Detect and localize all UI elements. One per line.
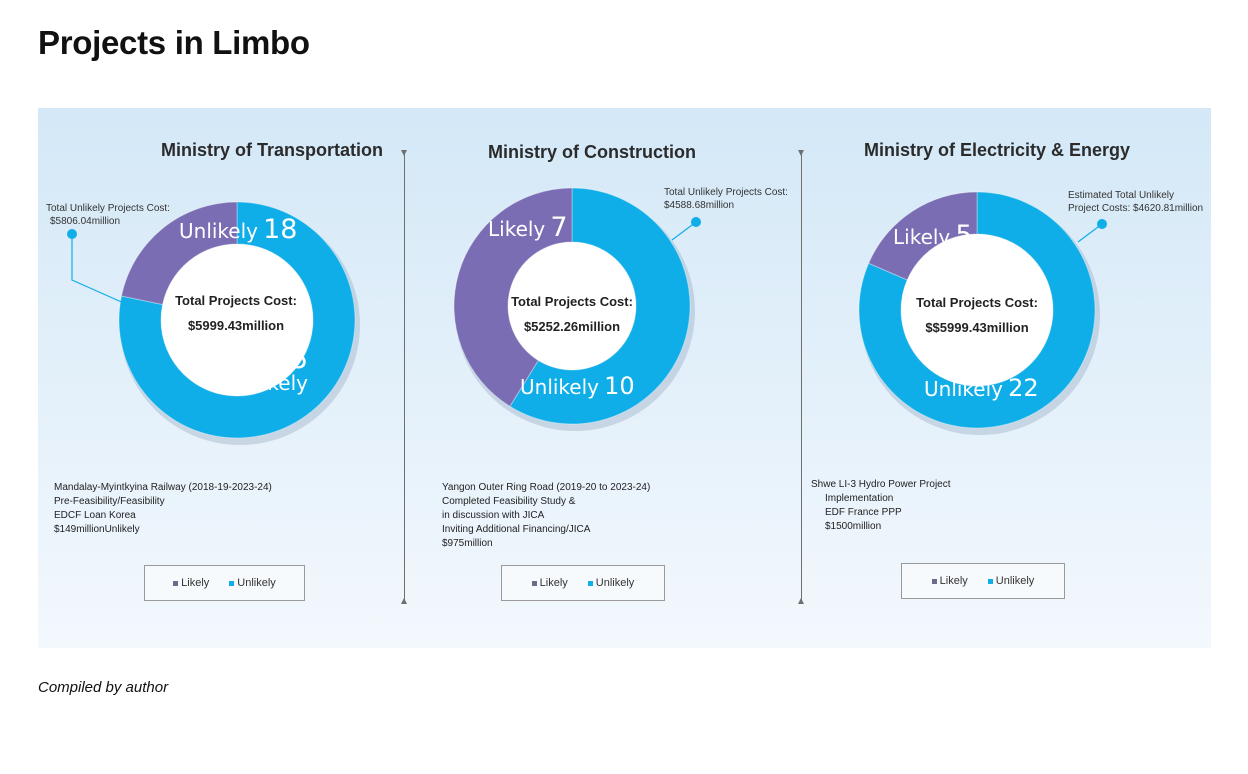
callout-line-2: $4588.68million bbox=[664, 200, 735, 211]
callout-dot bbox=[1097, 219, 1107, 229]
slice-label-likely-value: 5 bbox=[290, 344, 308, 375]
center-title-electricity: Total Projects Cost: bbox=[916, 295, 1038, 310]
legend-item-likely: Likely bbox=[531, 577, 568, 589]
callout-dot bbox=[691, 217, 701, 227]
slice-label-unlikely-value: 18 bbox=[263, 214, 298, 245]
callout-line-2: Project Costs: $4620.81million bbox=[1068, 203, 1204, 214]
center-title-construction: Total Projects Cost: bbox=[511, 294, 633, 309]
legend-label-likely: Likely bbox=[181, 577, 210, 589]
legend-swatch-unlikely bbox=[987, 578, 993, 584]
details-line-1: Yangon Outer Ring Road (2019-20 to 2023-… bbox=[442, 482, 651, 493]
slice-label-likely-word: Likely bbox=[893, 225, 951, 249]
slice-label-unlikely-word: Unlikely bbox=[179, 219, 258, 243]
details-line-4: $149millionUnlikely bbox=[54, 524, 140, 535]
callout-line-2: $5806.04million bbox=[50, 216, 121, 227]
legend-swatch-likely bbox=[173, 580, 179, 586]
details-construction: Yangon Outer Ring Road (2019-20 to 2023-… bbox=[442, 481, 650, 551]
slice-label-unlikely: Unlikely 22 bbox=[924, 374, 1039, 402]
callout-transportation: Total Unlikely Projects Cost: $5806.04mi… bbox=[46, 202, 170, 228]
slice-label-likely-value: 5 bbox=[955, 220, 973, 251]
slice-label-likely-word: Likely bbox=[488, 217, 546, 241]
divider-2 bbox=[798, 150, 804, 604]
donut-hole bbox=[161, 244, 313, 396]
callout-line-1: Estimated Total Unlikely bbox=[1068, 190, 1174, 201]
slice-label-unlikely-value: 22 bbox=[1008, 374, 1039, 402]
donut-chart-construction bbox=[453, 187, 701, 431]
chart-title-construction: Ministry of Construction bbox=[488, 142, 696, 162]
donut-chart-electricity bbox=[858, 191, 1107, 435]
callout-construction: Total Unlikely Projects Cost: $4588.68mi… bbox=[664, 186, 788, 212]
slice-label-unlikely-word: Unlikely bbox=[520, 375, 599, 399]
legend-label-likely: Likely bbox=[939, 575, 968, 587]
legend-label-unlikely: Unlikely bbox=[595, 577, 635, 589]
details-line-3: EDCF Loan Korea bbox=[54, 510, 136, 521]
callout-leader-line bbox=[71, 234, 127, 305]
legend-item-unlikely: Unlikely bbox=[587, 577, 635, 589]
center-value-transportation: $5999.43million bbox=[187, 318, 285, 333]
legend-item-unlikely: Unlikely bbox=[229, 577, 276, 589]
slice-label-likely-word: Likely bbox=[250, 371, 308, 395]
page-title: Projects in Limbo bbox=[38, 24, 310, 61]
callout-dot bbox=[67, 229, 77, 239]
callout-electricity: Estimated Total Unlikely Project Costs: … bbox=[1068, 189, 1203, 215]
legend-swatch-likely bbox=[931, 578, 937, 584]
slice-label-unlikely: Unlikely 18 bbox=[179, 214, 297, 245]
legend-item-likely: Likely bbox=[931, 575, 968, 587]
details-transportation: Mandalay-Myintkyina Railway (2018-19-202… bbox=[54, 481, 272, 537]
legend-swatch-unlikely bbox=[229, 580, 235, 586]
legend-label-unlikely: Unlikely bbox=[237, 577, 276, 589]
center-title-transportation: Total Projects Cost: bbox=[175, 293, 297, 308]
infographic-panel: Ministry of Transportation Total Unlikel… bbox=[38, 108, 1211, 648]
donut-chart-transportation bbox=[67, 201, 360, 445]
details-line-5: $975million bbox=[442, 538, 493, 549]
slice-label-likely: 5 Likely bbox=[248, 344, 308, 395]
details-line-3: EDF France PPP bbox=[825, 507, 902, 518]
donut-hole bbox=[508, 242, 636, 370]
details-line-2: Implementation bbox=[825, 493, 894, 504]
center-value-construction: $5252.26million bbox=[523, 319, 621, 334]
legend-construction: Likely Unlikely bbox=[501, 565, 665, 601]
legend-item-unlikely: Unlikely bbox=[987, 575, 1035, 587]
legend-label-likely: Likely bbox=[539, 577, 568, 589]
details-line-2: Completed Feasibility Study & bbox=[442, 496, 576, 507]
legend-transportation: Likely Unlikely bbox=[144, 565, 305, 601]
legend-item-likely: Likely bbox=[173, 577, 209, 589]
chart-title-transportation: Ministry of Transportation bbox=[160, 140, 383, 160]
legend-swatch-unlikely bbox=[587, 580, 593, 586]
details-line-4: Inviting Additional Financing/JICA bbox=[442, 524, 591, 535]
divider-1 bbox=[401, 150, 407, 604]
chart-title-electricity: Ministry of Electricity & Energy bbox=[863, 140, 1131, 160]
details-line-2: Pre-Feasibility/Feasibility bbox=[54, 496, 165, 507]
center-value-electricity: $$5999.43million bbox=[925, 320, 1029, 335]
details-electricity: Shwe LI-3 Hydro Power Project Implementa… bbox=[811, 478, 951, 534]
donut-hole bbox=[901, 234, 1053, 386]
callout-line-1: Total Unlikely Projects Cost: bbox=[664, 187, 788, 198]
details-line-4: $1500million bbox=[825, 521, 882, 532]
details-line-3: in discussion with JICA bbox=[442, 510, 545, 521]
slice-label-likely-value: 7 bbox=[550, 212, 568, 243]
slice-label-likely: Likely 7 bbox=[488, 212, 568, 243]
callout-line-1: Total Unlikely Projects Cost: bbox=[46, 203, 170, 214]
slice-label-unlikely-value: 10 bbox=[604, 372, 635, 400]
slice-label-unlikely-word: Unlikely bbox=[924, 377, 1003, 401]
figure-caption: Compiled by author bbox=[38, 679, 169, 696]
legend-swatch-likely bbox=[531, 580, 537, 586]
details-line-1: Shwe LI-3 Hydro Power Project bbox=[811, 479, 951, 490]
details-line-1: Mandalay-Myintkyina Railway (2018-19-202… bbox=[54, 482, 272, 493]
legend-electricity: Likely Unlikely bbox=[901, 563, 1065, 599]
legend-label-unlikely: Unlikely bbox=[995, 575, 1035, 587]
slice-label-unlikely: Unlikely 10 bbox=[520, 372, 635, 400]
slice-label-likely: Likely 5 bbox=[893, 220, 973, 251]
